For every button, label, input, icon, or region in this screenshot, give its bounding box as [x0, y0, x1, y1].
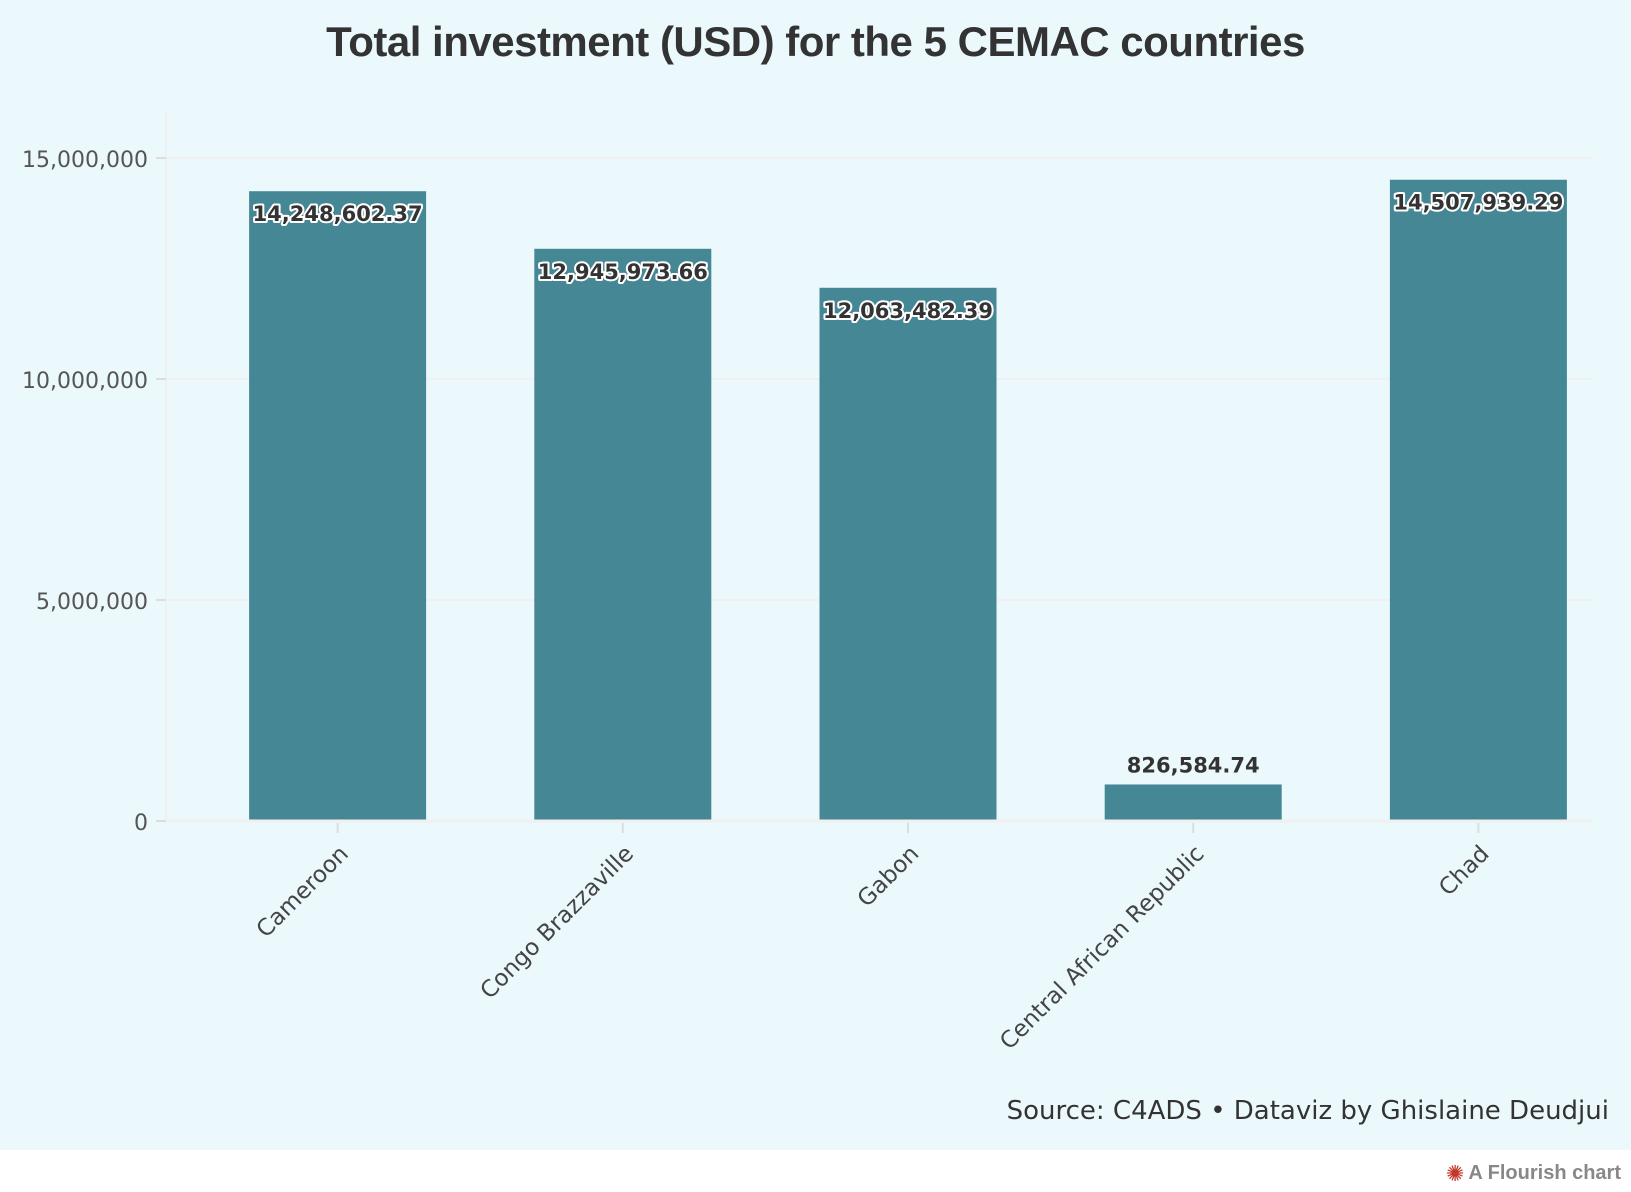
x-tick-label: Chad	[1434, 841, 1494, 901]
source-note: Source: C4ADS • Dataviz by Ghislaine Deu…	[1006, 1096, 1609, 1126]
bar	[1104, 784, 1282, 821]
bar-value-label: 12,063,482.39	[823, 299, 993, 323]
flourish-burst-icon: ✺	[1445, 1160, 1465, 1186]
bar	[819, 287, 997, 821]
flourish-footer-label: A Flourish chart	[1468, 1162, 1621, 1184]
y-tick-label: 0	[134, 811, 148, 836]
x-tick-label: Cameroon	[252, 841, 354, 943]
y-tick-label: 5,000,000	[36, 590, 148, 615]
bar-chart: 0 5,000,000 10,000,000 15,000,000 14,248,602…	[22, 112, 1592, 1055]
bar-value-label: 826,584.74	[1127, 753, 1260, 777]
bar-value-label: 14,507,939.29	[1393, 191, 1563, 215]
y-tick-label: 15,000,000	[22, 148, 148, 173]
flourish-footer-link[interactable]: ✺ A Flourish chart	[1446, 1162, 1621, 1185]
x-tick-label: Congo Brazzaville	[476, 841, 639, 1004]
bar-value-label: 14,248,602.37	[253, 202, 423, 226]
x-tick-label: Gabon	[853, 841, 925, 913]
chart-panel: Total investment (USD) for the 5 CEMAC c…	[0, 0, 1631, 1150]
bar	[534, 248, 712, 821]
bar	[1389, 179, 1567, 821]
x-tick-label: Central African Republic	[995, 841, 1209, 1055]
bar	[249, 191, 427, 821]
bar-value-label: 12,945,973.66	[538, 260, 708, 284]
chart-title: Total investment (USD) for the 5 CEMAC c…	[326, 18, 1305, 65]
y-tick-label: 10,000,000	[22, 369, 148, 394]
